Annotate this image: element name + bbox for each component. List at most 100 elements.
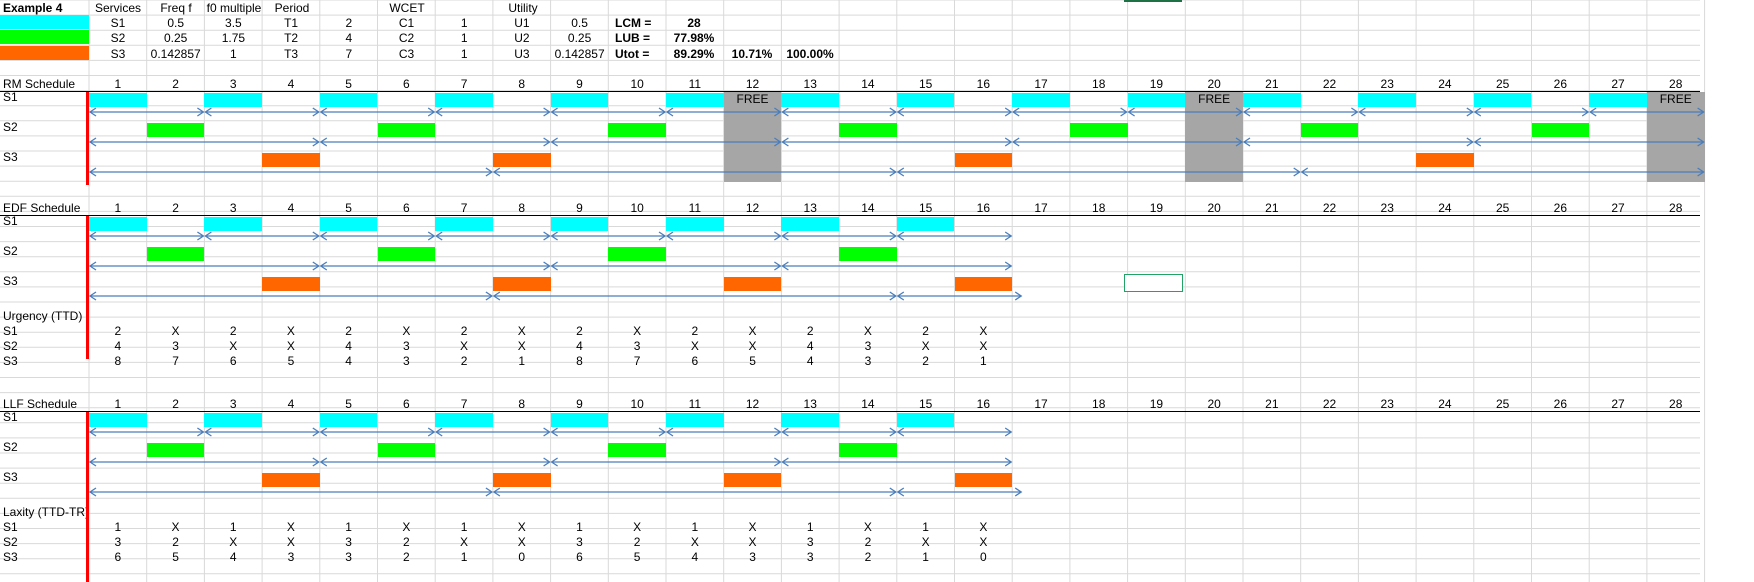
- llf-metric-row-label[interactable]: S3: [3, 550, 18, 564]
- llf-metric-cell[interactable]: 2: [633, 535, 641, 549]
- time-slot-header[interactable]: 28: [1669, 77, 1683, 91]
- llf-metric-cell[interactable]: 3: [576, 535, 583, 549]
- edf-row-label[interactable]: S3: [3, 274, 18, 288]
- time-slot-header[interactable]: 25: [1495, 397, 1510, 411]
- edf-metric-cell[interactable]: 4: [806, 339, 814, 353]
- time-slot-header[interactable]: 2: [172, 201, 179, 215]
- service-wcet[interactable]: 1: [460, 47, 468, 61]
- time-slot-header[interactable]: 6: [403, 397, 410, 411]
- llf-metric-cell[interactable]: 3: [345, 550, 352, 564]
- llf-s3-exec-block[interactable]: [492, 473, 551, 487]
- rm-s2-exec-block[interactable]: [839, 123, 897, 137]
- time-slot-header[interactable]: 17: [1034, 397, 1048, 411]
- llf-metric-cell[interactable]: 5: [172, 550, 179, 564]
- service-name[interactable]: S1: [110, 16, 126, 30]
- edf-metric-cell[interactable]: 2: [460, 324, 468, 338]
- free-slot[interactable]: FREE: [1646, 92, 1705, 182]
- llf-metric-cell[interactable]: 1: [460, 520, 468, 534]
- time-slot-header[interactable]: 22: [1322, 77, 1337, 91]
- llf-metric-cell[interactable]: 1: [922, 520, 929, 534]
- llf-schedule-title[interactable]: LLF Schedule: [3, 397, 78, 411]
- rm-s1-exec-block[interactable]: [1473, 93, 1532, 107]
- time-slot-header[interactable]: 9: [576, 397, 583, 411]
- llf-metric-cell[interactable]: 3: [345, 535, 352, 549]
- llf-s1-exec-block[interactable]: [666, 413, 724, 427]
- service-f0-multiple[interactable]: 1: [230, 47, 237, 61]
- time-slot-header[interactable]: 11: [688, 397, 702, 411]
- llf-metric-cell[interactable]: 6: [576, 550, 583, 564]
- time-slot-header[interactable]: 20: [1207, 201, 1221, 215]
- rm-s1-exec-block[interactable]: [896, 93, 955, 107]
- llf-metric-cell[interactable]: 1: [345, 520, 352, 534]
- time-slot-header[interactable]: 3: [229, 397, 237, 411]
- header-f0-multiple[interactable]: f0 multiple: [206, 1, 262, 15]
- edf-metric-cell[interactable]: X: [402, 324, 411, 338]
- time-slot-header[interactable]: 20: [1207, 397, 1221, 411]
- time-slot-header[interactable]: 2: [172, 77, 179, 91]
- edf-metric-cell[interactable]: 6: [691, 354, 699, 368]
- service-period[interactable]: 7: [345, 47, 353, 61]
- time-slot-header[interactable]: 13: [803, 201, 817, 215]
- time-slot-header[interactable]: 24: [1438, 77, 1452, 91]
- llf-metric-cell[interactable]: 1: [922, 550, 929, 564]
- time-slot-header[interactable]: 22: [1322, 397, 1337, 411]
- lub-value[interactable]: 77.98%: [673, 31, 715, 45]
- service-f0-multiple[interactable]: 1.75: [221, 31, 246, 45]
- rm-s3-exec-block[interactable]: [1416, 153, 1474, 167]
- time-slot-header[interactable]: 7: [460, 201, 468, 215]
- edf-metric-cell[interactable]: 1: [980, 354, 987, 368]
- llf-s2-exec-block[interactable]: [839, 443, 897, 457]
- free-slot[interactable]: FREE: [1185, 92, 1243, 182]
- llf-metric-cell[interactable]: X: [286, 520, 295, 534]
- time-slot-header[interactable]: 23: [1380, 77, 1394, 91]
- time-slot-header[interactable]: 7: [460, 77, 468, 91]
- llf-metric-cell[interactable]: 3: [749, 550, 756, 564]
- llf-s3-exec-block[interactable]: [262, 473, 320, 487]
- time-slot-header[interactable]: 18: [1092, 201, 1106, 215]
- rm-s2-exec-block[interactable]: [1531, 123, 1590, 137]
- time-slot-header[interactable]: 13: [803, 397, 817, 411]
- edf-s1-exec-block[interactable]: [319, 217, 378, 231]
- llf-metric-cell[interactable]: 3: [806, 535, 814, 549]
- llf-metric-cell[interactable]: 1: [806, 520, 814, 534]
- rm-s1-exec-block[interactable]: [1127, 93, 1186, 107]
- time-slot-header[interactable]: 19: [1149, 77, 1164, 91]
- service-freq[interactable]: 0.25: [164, 31, 188, 45]
- rm-s3-exec-block[interactable]: [492, 153, 551, 167]
- rm-s1-exec-block[interactable]: [781, 93, 840, 107]
- edf-metric-cell[interactable]: 5: [287, 354, 295, 368]
- edf-metric-cell[interactable]: 2: [922, 354, 929, 368]
- service-wcet[interactable]: 1: [460, 31, 468, 45]
- header-period[interactable]: Period: [274, 1, 310, 15]
- edf-s1-exec-block[interactable]: [781, 217, 840, 231]
- rm-s1-exec-block[interactable]: [666, 93, 724, 107]
- spare-utilization[interactable]: 10.71%: [731, 47, 773, 61]
- llf-s3-exec-block[interactable]: [723, 473, 782, 487]
- llf-s1-exec-block[interactable]: [550, 413, 609, 427]
- free-slot[interactable]: FREE: [723, 92, 782, 182]
- time-slot-header[interactable]: 18: [1092, 77, 1106, 91]
- edf-s2-exec-block[interactable]: [146, 247, 205, 261]
- edf-row-label[interactable]: S1: [3, 214, 18, 228]
- time-slot-header[interactable]: 12: [745, 201, 760, 215]
- time-slot-header[interactable]: 4: [287, 77, 295, 91]
- time-slot-header[interactable]: 12: [745, 77, 760, 91]
- edf-schedule-title[interactable]: EDF Schedule: [3, 201, 81, 215]
- edf-metric-cell[interactable]: 2: [576, 324, 583, 338]
- edf-metric-cell[interactable]: 3: [864, 354, 872, 368]
- edf-s3-exec-block[interactable]: [954, 277, 1013, 291]
- time-slot-header[interactable]: 6: [403, 77, 410, 91]
- llf-metric-row-label[interactable]: S1: [3, 520, 18, 534]
- edf-metric-cell[interactable]: 4: [345, 354, 352, 368]
- edf-metric-cell[interactable]: 4: [345, 339, 352, 353]
- edf-s3-exec-block[interactable]: [723, 277, 782, 291]
- header-wcet[interactable]: WCET: [389, 1, 425, 15]
- time-slot-header[interactable]: 26: [1553, 397, 1568, 411]
- time-slot-header[interactable]: 14: [861, 397, 875, 411]
- llf-metric-cell[interactable]: 1: [460, 550, 468, 564]
- service-utility[interactable]: 0.25: [567, 31, 592, 45]
- time-slot-header[interactable]: 1: [114, 397, 122, 411]
- edf-metric-cell[interactable]: 3: [864, 339, 872, 353]
- rm-row-label[interactable]: S2: [3, 120, 18, 134]
- service-wcet-label[interactable]: C2: [398, 31, 415, 45]
